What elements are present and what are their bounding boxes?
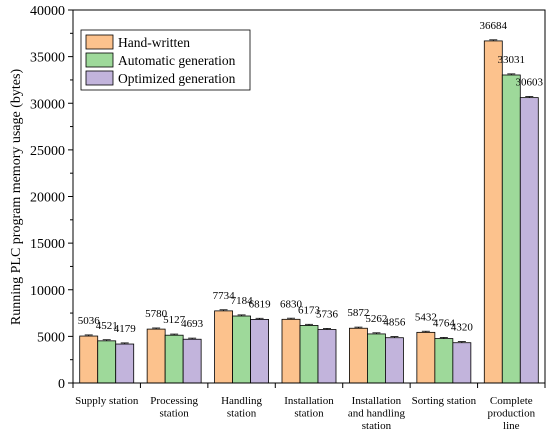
data-label: 4521 (96, 320, 118, 332)
legend-label: Hand-written (118, 35, 190, 50)
y-tick-label: 15000 (30, 237, 65, 252)
y-tick-label: 30000 (30, 97, 65, 112)
data-label: 5432 (415, 311, 437, 323)
x-tick-label: production (487, 408, 535, 420)
data-label: 5872 (347, 307, 369, 319)
bar (416, 331, 436, 384)
bar (434, 338, 454, 384)
data-label: 6819 (249, 298, 272, 310)
bar (250, 319, 269, 384)
x-tick-label: Installation (284, 395, 334, 407)
data-label: 7734 (213, 290, 236, 302)
x-tick-label: Complete (490, 395, 533, 407)
data-label: 4320 (451, 322, 474, 334)
legend-swatch (85, 52, 114, 68)
data-label: 4764 (433, 318, 456, 330)
y-axis-title: Running PLC program memory usage (bytes) (9, 69, 24, 326)
axes-layer: Supply station ProcessingstationHandlings… (30, 4, 546, 432)
x-tick-label: Supply station (75, 395, 139, 407)
data-label: 5036 (78, 315, 101, 327)
x-tick-label: station (159, 408, 189, 420)
x-tick-label: station (227, 408, 257, 420)
x-tick-label: Sorting station (412, 395, 477, 407)
x-tick-label: station (362, 420, 392, 432)
bar (97, 340, 117, 384)
bar (214, 310, 233, 384)
bar (79, 335, 99, 384)
legend-swatch (85, 34, 114, 50)
data-label: 5780 (145, 308, 168, 320)
y-tick-label: 0 (58, 377, 65, 392)
y-tick-label: 5000 (37, 330, 65, 345)
legend-label: Optimized generation (118, 71, 236, 86)
x-tick-label: line (503, 420, 520, 432)
data-label: 33031 (498, 54, 526, 66)
bar (349, 327, 368, 384)
bar (367, 333, 386, 384)
bar (299, 325, 319, 384)
bar (281, 318, 301, 384)
y-tick-label: 40000 (30, 4, 65, 19)
y-tick-label: 10000 (30, 284, 65, 299)
data-label: 4856 (383, 317, 406, 329)
bar (115, 343, 135, 384)
legend-label: Automatic generation (118, 53, 236, 68)
legend: Hand-written Automatic generation Optimize… (80, 29, 251, 91)
x-tick-label: and handling (348, 408, 406, 420)
bar (317, 329, 337, 384)
data-label: 7184 (231, 295, 254, 307)
bar (164, 334, 184, 384)
bar (146, 328, 166, 384)
bar (501, 74, 521, 384)
bar (483, 40, 503, 384)
data-label: 5127 (163, 314, 186, 326)
data-label: 6830 (280, 298, 303, 310)
data-label: 6173 (298, 304, 321, 316)
x-tick-label: station (294, 408, 324, 420)
y-tick-label: 20000 (30, 191, 65, 206)
bar (385, 337, 404, 384)
y-tick-label: 35000 (30, 51, 65, 66)
bar (519, 97, 539, 384)
data-label: 4693 (181, 318, 204, 330)
x-tick-label: Handling (221, 395, 262, 407)
data-label: 4179 (114, 323, 137, 335)
data-label: 36684 (480, 20, 508, 32)
bar (452, 342, 472, 384)
x-tick-label: Installation (352, 395, 402, 407)
bar (232, 315, 251, 384)
x-tick-label: Processing (150, 395, 198, 407)
legend-swatch (85, 70, 114, 86)
data-label: 30603 (516, 77, 544, 89)
y-tick-label: 25000 (30, 144, 65, 159)
data-label: 5262 (365, 313, 387, 325)
data-label: 5736 (316, 309, 339, 321)
bar (182, 338, 202, 384)
